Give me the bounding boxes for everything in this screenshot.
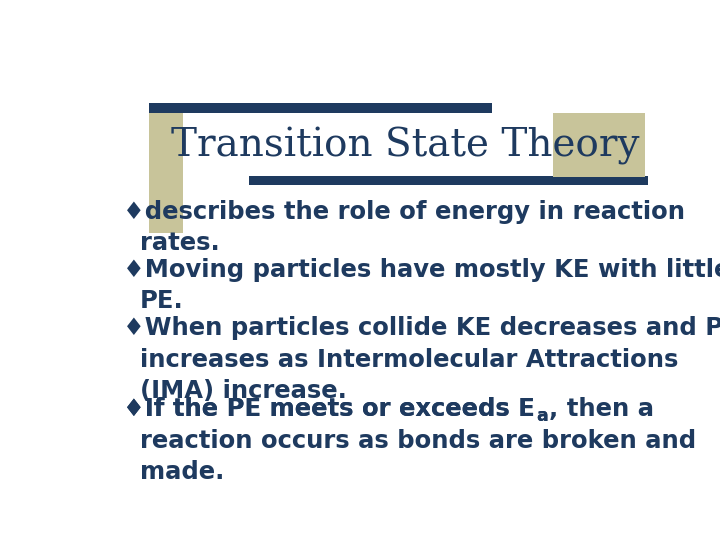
Text: (IMA) increase.: (IMA) increase. (140, 379, 347, 403)
Bar (148, 104, 492, 113)
Text: ♦Moving particles have mostly KE with little: ♦Moving particles have mostly KE with li… (124, 258, 720, 282)
Text: ♦When particles collide KE decreases and PE: ♦When particles collide KE decreases and… (124, 316, 720, 340)
Text: ♦If the PE meets or exceeds E: ♦If the PE meets or exceeds E (124, 397, 536, 421)
Text: PE.: PE. (140, 289, 184, 313)
Text: ♦If the PE meets or exceeds E: ♦If the PE meets or exceeds E (124, 397, 536, 421)
Bar (148, 111, 183, 233)
Text: a: a (536, 407, 548, 424)
Bar (553, 113, 645, 177)
Text: ♦describes the role of energy in reaction: ♦describes the role of energy in reactio… (124, 200, 685, 224)
Bar (249, 176, 648, 185)
Text: reaction occurs as bonds are broken and: reaction occurs as bonds are broken and (140, 429, 696, 453)
Text: a: a (536, 407, 548, 424)
Text: rates.: rates. (140, 231, 220, 255)
Text: increases as Intermolecular Attractions: increases as Intermolecular Attractions (140, 348, 678, 372)
Text: made.: made. (140, 460, 225, 484)
Text: Transition State Theory: Transition State Theory (171, 127, 639, 165)
Text: , then a: , then a (549, 397, 654, 421)
